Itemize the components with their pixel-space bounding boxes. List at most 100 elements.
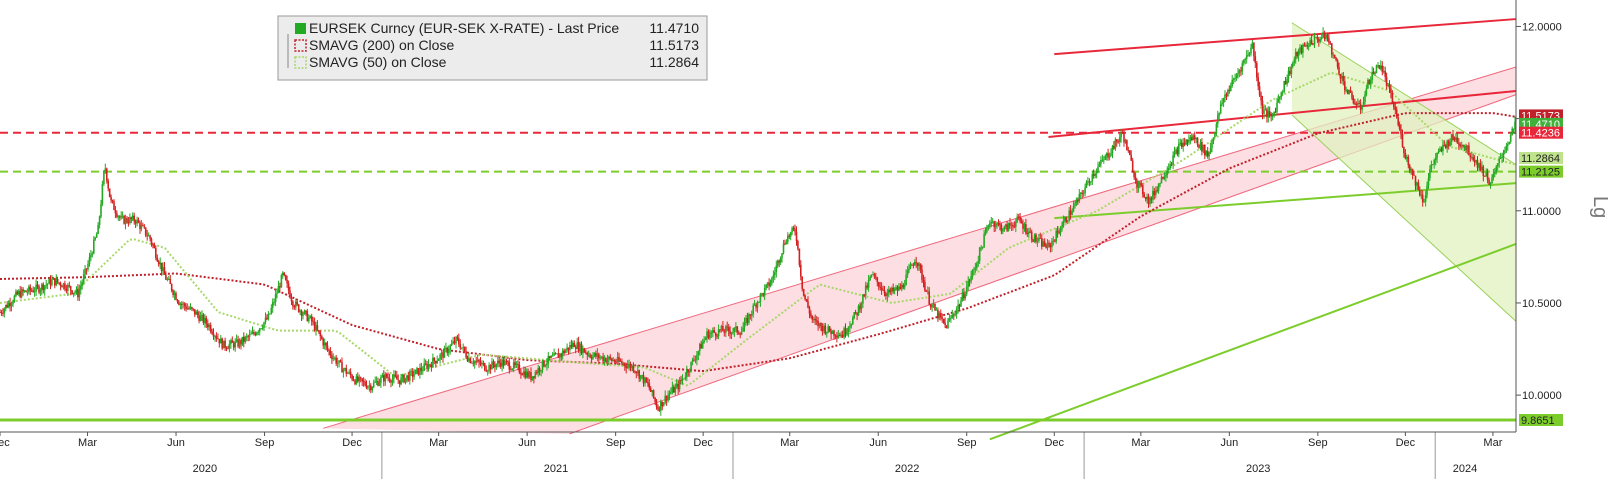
candle-body <box>1098 164 1101 167</box>
candle-body <box>1183 142 1186 145</box>
candle-body <box>797 241 799 249</box>
candle-body <box>1410 168 1412 171</box>
candle-body <box>1403 146 1405 154</box>
candle-body <box>696 355 698 360</box>
candle-body <box>1478 163 1480 168</box>
candle-body <box>23 290 26 292</box>
candle-body <box>1260 95 1262 101</box>
candle-body <box>1201 142 1203 152</box>
candle-body <box>120 216 122 218</box>
candle-body <box>254 333 257 335</box>
candle-body <box>1041 238 1043 247</box>
candle-body <box>1322 32 1324 38</box>
candle-body <box>527 371 529 378</box>
candle-body <box>374 381 376 383</box>
candle-body <box>837 335 840 338</box>
candle-body <box>906 270 909 275</box>
candle-body <box>103 170 105 184</box>
candle-body <box>602 356 604 362</box>
candle-body <box>1208 152 1210 157</box>
price-badge-text: 11.2125 <box>1521 167 1560 179</box>
candle-body <box>1127 150 1130 152</box>
candle-body <box>1205 151 1208 156</box>
candle-body <box>775 265 778 273</box>
candle-body <box>914 262 916 266</box>
channel-rising <box>323 66 1516 434</box>
candle-body <box>1167 168 1170 171</box>
candle-body <box>941 317 943 319</box>
candle-body <box>334 357 336 359</box>
candle-body <box>479 362 482 365</box>
candle-body <box>447 350 450 353</box>
candle-body <box>250 333 252 335</box>
candle-body <box>342 369 345 373</box>
candle-body <box>189 307 192 309</box>
candle-body <box>121 215 124 217</box>
candle-body <box>98 216 101 225</box>
candle-body <box>1352 98 1355 104</box>
candle-body <box>736 326 739 333</box>
candle-body <box>287 283 290 291</box>
candle-body <box>1341 76 1343 79</box>
candle-body <box>423 363 425 371</box>
candle-body <box>716 335 718 337</box>
candle-body <box>903 285 906 288</box>
candle-body <box>515 364 518 365</box>
candle-body <box>1159 183 1161 185</box>
candle-body <box>297 304 300 312</box>
candle-body <box>175 293 177 300</box>
candle-body <box>271 302 274 308</box>
candle-body <box>326 345 329 350</box>
candle-body <box>72 292 75 294</box>
candle-body <box>176 299 179 302</box>
candle-body <box>1310 40 1313 44</box>
year-separators <box>381 432 1436 479</box>
candle-body <box>1463 146 1466 147</box>
candle-body <box>889 289 892 293</box>
x-tick-label: Mar <box>429 437 448 449</box>
candle-body <box>867 279 870 288</box>
candle-body <box>481 363 483 365</box>
candle-body <box>165 274 167 280</box>
candle-body <box>1256 63 1258 78</box>
candle-body <box>1251 42 1254 48</box>
candle-body <box>433 357 436 361</box>
candle-body <box>3 308 6 314</box>
candle-body <box>208 324 210 328</box>
candle-body <box>974 268 977 269</box>
candle-body <box>911 264 913 266</box>
candle-body <box>1085 181 1088 188</box>
candle-body <box>815 320 818 322</box>
candle-body <box>1499 157 1502 159</box>
candle-body <box>1087 181 1089 183</box>
candle-body <box>1437 151 1440 153</box>
candle-body <box>1124 140 1127 143</box>
candle-body <box>991 221 994 223</box>
candle-body <box>432 357 434 368</box>
candle-body <box>1481 166 1483 171</box>
candle-body <box>119 216 121 218</box>
candle-body <box>1092 174 1095 176</box>
candle-body <box>649 388 652 392</box>
candle-body <box>553 353 555 356</box>
candle-body <box>944 322 946 326</box>
candle-body <box>1315 36 1317 38</box>
candle-body <box>1446 140 1448 149</box>
candle-body <box>390 381 392 383</box>
candle-body <box>1238 70 1241 74</box>
candle-body <box>472 362 475 364</box>
candle-body <box>469 358 472 363</box>
candle-body <box>201 314 203 316</box>
candle-body <box>1359 103 1362 110</box>
candle-body <box>329 350 332 356</box>
candle-body <box>1253 42 1255 57</box>
candle-body <box>1013 226 1016 228</box>
candle-body <box>826 331 828 334</box>
candle-body <box>1228 90 1231 91</box>
candle-body <box>1390 88 1392 93</box>
candle-body <box>791 227 793 233</box>
candle-body <box>1268 111 1271 116</box>
candle-body <box>104 168 107 171</box>
candle-body <box>240 340 242 345</box>
candle-body <box>283 272 285 276</box>
